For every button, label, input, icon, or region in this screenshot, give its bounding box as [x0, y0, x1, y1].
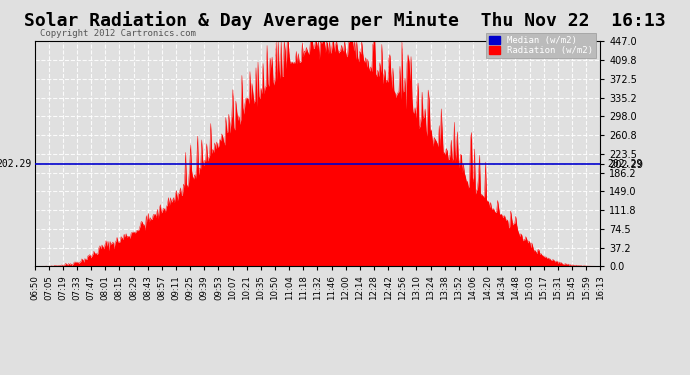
- Legend: Median (w/m2), Radiation (w/m2): Median (w/m2), Radiation (w/m2): [486, 33, 595, 58]
- Text: Copyright 2012 Cartronics.com: Copyright 2012 Cartronics.com: [40, 29, 196, 38]
- Text: 202.29: 202.29: [0, 159, 32, 170]
- Text: Solar Radiation & Day Average per Minute  Thu Nov 22  16:13: Solar Radiation & Day Average per Minute…: [24, 11, 666, 30]
- Text: 202.29: 202.29: [607, 159, 642, 170]
